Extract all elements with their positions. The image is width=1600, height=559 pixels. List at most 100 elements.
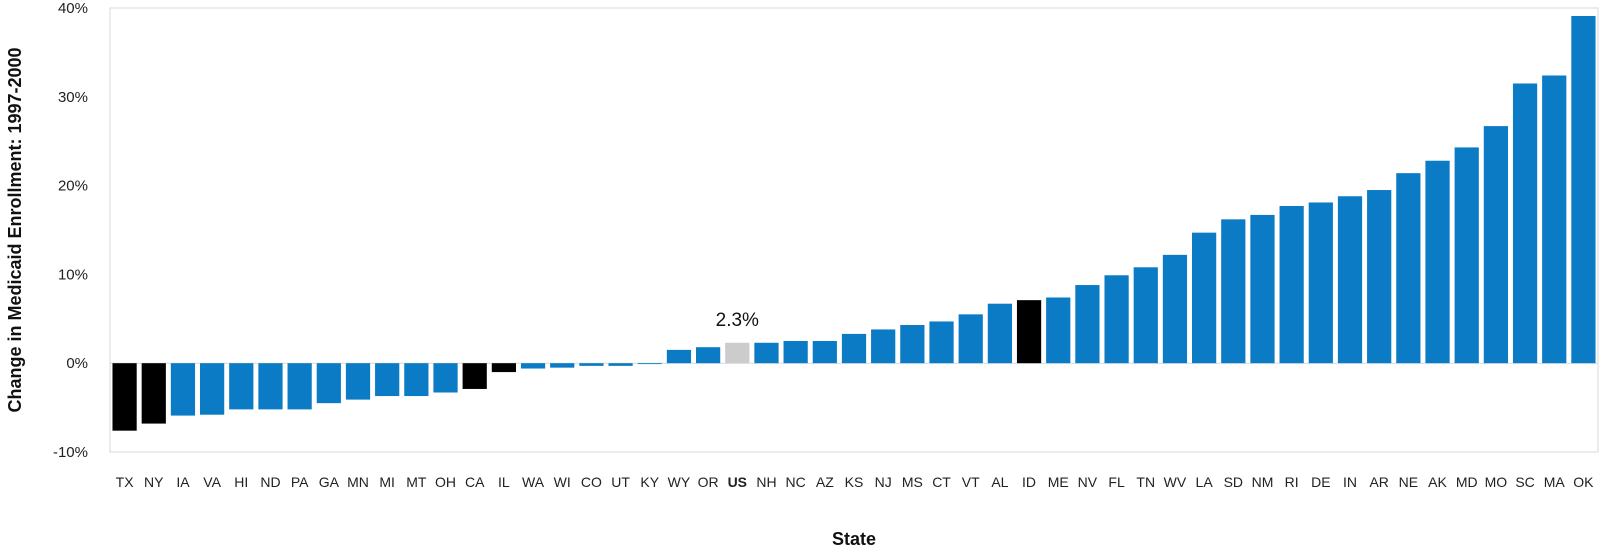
bar-fl [1104, 275, 1129, 364]
bar-tx [112, 363, 137, 431]
x-tick-label-ne: NE [1399, 474, 1418, 490]
bar-wi [550, 363, 575, 368]
bar-ny [141, 363, 166, 424]
x-tick-label-tn: TN [1136, 474, 1155, 490]
x-tick-label-or: OR [698, 474, 719, 490]
x-tick-label-mt: MT [406, 474, 427, 490]
x-tick-label-ar: AR [1369, 474, 1388, 490]
bar-sc [1512, 83, 1538, 364]
data-label-us: 2.3% [716, 310, 759, 331]
bar-az [812, 341, 837, 364]
bar-ne [1396, 173, 1421, 364]
bar-mi [375, 363, 400, 397]
x-tick-label-al: AL [991, 474, 1008, 490]
x-tick-label-oh: OH [435, 474, 456, 490]
x-tick-label-hi: HI [234, 474, 248, 490]
y-tick-label: 10% [58, 266, 88, 283]
y-tick-label: -10% [53, 444, 88, 461]
x-tick-label-il: IL [498, 474, 510, 490]
bar-ca [462, 363, 487, 389]
x-tick-label-nm: NM [1252, 474, 1274, 490]
x-tick-label-wy: WY [668, 474, 691, 490]
bars-group [112, 15, 1596, 431]
x-tick-label-nh: NH [756, 474, 776, 490]
bar-ks [841, 333, 867, 364]
x-tick-label-ma: MA [1544, 474, 1566, 490]
x-tick-label-vt: VT [962, 474, 980, 490]
x-tick-label-ia: IA [176, 474, 190, 490]
bar-la [1192, 232, 1217, 364]
x-tick-label-nd: ND [260, 474, 280, 490]
x-tick-label-ak: AK [1428, 474, 1447, 490]
bar-md [1454, 147, 1479, 364]
bar-wa [520, 363, 546, 369]
bar-ms [900, 325, 925, 364]
bar-in [1337, 196, 1363, 364]
bar-me [1046, 297, 1071, 364]
x-tick-label-in: IN [1343, 474, 1357, 490]
x-tick-label-de: DE [1311, 474, 1330, 490]
bar-nv [1075, 285, 1100, 364]
y-axis-ticks: -10% 0% 10% 20% 30% 40% [53, 0, 88, 461]
bar-co [579, 363, 604, 366]
x-tick-label-mi: MI [379, 474, 395, 490]
bar-pa [287, 363, 312, 410]
bar-mt [404, 363, 429, 397]
bar-ar [1367, 190, 1392, 364]
y-tick-label: 20% [58, 178, 88, 195]
x-tick-label-sc: SC [1515, 474, 1534, 490]
bar-ut [608, 363, 633, 366]
bar-nh [754, 342, 779, 364]
bar-nc [783, 341, 808, 364]
x-tick-label-ks: KS [845, 474, 864, 490]
x-tick-label-va: VA [203, 474, 221, 490]
y-axis-title: Change in Medicaid Enrollment: 1997-2000 [5, 47, 25, 412]
bar-ct [929, 321, 954, 364]
x-tick-label-nj: NJ [875, 474, 892, 490]
x-tick-label-nc: NC [786, 474, 806, 490]
x-tick-label-ca: CA [465, 474, 485, 490]
x-tick-label-fl: FL [1108, 474, 1125, 490]
bar-wy [666, 349, 692, 364]
bar-ia [170, 363, 196, 416]
x-tick-label-tx: TX [116, 474, 135, 490]
x-tick-label-la: LA [1196, 474, 1214, 490]
y-tick-label: 30% [58, 89, 88, 106]
x-tick-label-ny: NY [144, 474, 164, 490]
x-axis-title: State [832, 529, 876, 549]
x-tick-label-md: MD [1456, 474, 1478, 490]
x-tick-label-az: AZ [816, 474, 834, 490]
bar-ky [637, 363, 662, 365]
bar-mo [1483, 126, 1508, 364]
x-tick-label-ms: MS [902, 474, 923, 490]
bar-hi [229, 363, 254, 410]
bar-ri [1279, 206, 1304, 364]
bar-sd [1221, 219, 1246, 364]
bar-tn [1133, 267, 1158, 364]
x-axis-ticks: TX NY IA VA HI ND PA GA MN MI MT OH CA IL WA WI CO UT KY WY… [116, 474, 1595, 490]
bar-or [696, 347, 721, 364]
x-tick-label-ri: RI [1285, 474, 1299, 490]
bar-id [1016, 300, 1042, 364]
x-tick-label-ky: KY [640, 474, 659, 490]
x-tick-label-us: US [728, 474, 747, 490]
bar-ma [1542, 75, 1567, 364]
x-tick-label-mo: MO [1485, 474, 1508, 490]
x-tick-label-nv: NV [1078, 474, 1098, 490]
x-tick-label-ok: OK [1573, 474, 1594, 490]
x-tick-label-wi: WI [554, 474, 571, 490]
y-tick-label: 40% [58, 0, 88, 17]
bar-de [1308, 202, 1333, 364]
bar-wv [1162, 254, 1188, 364]
x-tick-label-me: ME [1048, 474, 1069, 490]
bar-va [200, 363, 225, 415]
bar-vt [958, 314, 983, 364]
x-tick-label-ut: UT [611, 474, 630, 490]
x-tick-label-ct: CT [932, 474, 951, 490]
x-tick-label-sd: SD [1224, 474, 1243, 490]
x-tick-label-wa: WA [522, 474, 545, 490]
bar-ga [316, 363, 341, 404]
x-tick-label-wv: WV [1164, 474, 1187, 490]
